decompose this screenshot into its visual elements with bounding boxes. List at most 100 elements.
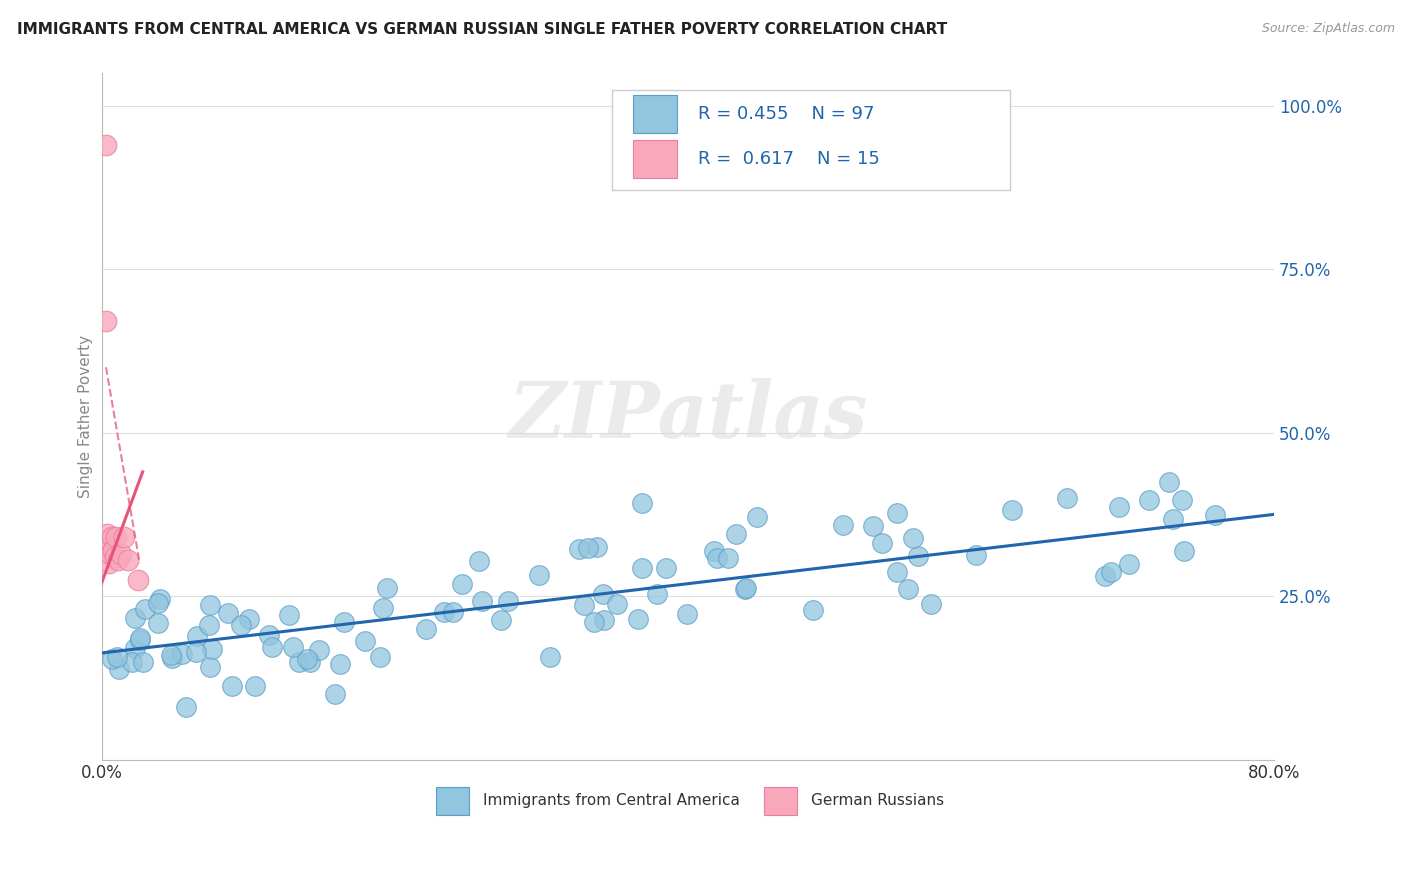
Point (907, 549, 929, 563)
Bar (436, 787, 468, 814)
Point (655, 561, 678, 575)
Point (97, 557, 120, 571)
Point (592, 587, 614, 601)
Point (134, 601, 156, 615)
Point (965, 548, 987, 562)
Point (706, 551, 728, 566)
Text: German Russians: German Russians (811, 793, 943, 808)
Point (198, 598, 221, 612)
Point (197, 618, 219, 632)
Point (107, 553, 129, 567)
Point (329, 657, 352, 671)
Point (332, 615, 354, 629)
Point (1118, 557, 1140, 571)
Point (903, 531, 925, 545)
Bar (763, 787, 797, 814)
Point (870, 536, 893, 550)
Point (433, 605, 456, 619)
Point (630, 561, 652, 575)
Point (96, 527, 118, 541)
Bar (612, 90, 1010, 190)
Point (201, 641, 224, 656)
Point (605, 597, 627, 611)
Point (1170, 493, 1192, 508)
Point (160, 651, 183, 665)
Point (1161, 511, 1184, 525)
Point (630, 496, 652, 510)
Point (323, 687, 346, 701)
Point (1137, 493, 1160, 508)
Point (353, 634, 375, 648)
Point (1157, 475, 1180, 489)
Point (371, 601, 394, 615)
Point (1099, 565, 1122, 579)
Point (593, 613, 616, 627)
Point (583, 615, 606, 629)
Point (231, 617, 253, 632)
Text: Source: ZipAtlas.com: Source: ZipAtlas.com (1261, 22, 1395, 36)
Point (415, 623, 437, 637)
Point (627, 612, 650, 626)
Point (200, 660, 222, 674)
Point (146, 596, 169, 610)
Point (1094, 568, 1116, 582)
Point (221, 679, 243, 693)
Point (262, 640, 284, 655)
Point (468, 553, 491, 567)
Point (278, 607, 301, 622)
Point (724, 526, 747, 541)
Bar (633, 95, 678, 133)
Bar (633, 140, 678, 178)
Point (450, 577, 472, 591)
Point (94, 314, 117, 328)
Point (897, 582, 920, 596)
Text: R =  0.617    N = 15: R = 0.617 N = 15 (699, 150, 880, 168)
Point (645, 587, 668, 601)
Point (368, 649, 391, 664)
Point (281, 640, 304, 655)
Point (243, 679, 266, 693)
Point (217, 606, 239, 620)
Point (110, 547, 132, 561)
Text: R = 0.455    N = 97: R = 0.455 N = 97 (699, 105, 875, 123)
Point (586, 540, 609, 554)
Point (489, 613, 512, 627)
Point (117, 553, 139, 567)
Point (538, 649, 561, 664)
Point (121, 655, 143, 669)
Point (886, 506, 908, 520)
Point (107, 662, 129, 676)
Point (886, 565, 908, 579)
Point (1204, 508, 1226, 523)
Point (572, 598, 595, 612)
Point (717, 550, 740, 565)
Point (297, 651, 319, 665)
Point (1056, 491, 1078, 505)
Point (100, 547, 122, 561)
Point (105, 649, 128, 664)
Point (124, 641, 146, 656)
Point (1108, 500, 1130, 514)
Point (112, 530, 135, 544)
Text: Immigrants from Central America: Immigrants from Central America (482, 793, 740, 808)
Point (257, 628, 280, 642)
Point (124, 611, 146, 625)
Point (170, 647, 193, 661)
Point (94, 137, 117, 152)
Point (101, 652, 124, 666)
Point (441, 605, 464, 619)
Point (104, 549, 127, 564)
Point (174, 700, 197, 714)
Point (676, 607, 699, 621)
Point (308, 642, 330, 657)
Point (103, 543, 125, 558)
Point (128, 631, 150, 645)
Y-axis label: Single Father Poverty: Single Father Poverty (79, 334, 93, 498)
Point (288, 655, 311, 669)
Point (159, 648, 181, 662)
Point (149, 592, 172, 607)
Point (831, 517, 853, 532)
Point (101, 530, 124, 544)
Point (146, 616, 169, 631)
Text: IMMIGRANTS FROM CENTRAL AMERICA VS GERMAN RUSSIAN SINGLE FATHER POVERTY CORRELAT: IMMIGRANTS FROM CENTRAL AMERICA VS GERMA… (17, 22, 948, 37)
